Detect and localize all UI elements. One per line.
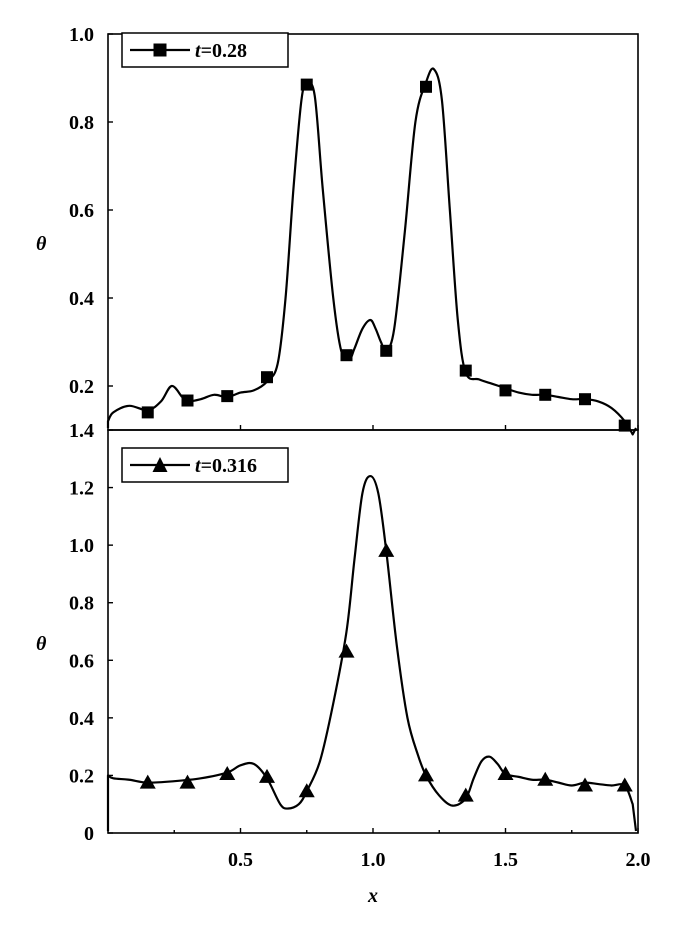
bottom-x-ticks	[173, 828, 639, 833]
top-square-marker	[579, 393, 591, 406]
top-y-tick-label: 1.0	[69, 24, 94, 46]
top-legend-value: =0.28	[201, 40, 247, 62]
top-series-line	[106, 67, 637, 436]
bottom-y-tick-label: 0.8	[69, 593, 94, 615]
bottom-x-tick-labels: 0.5 1.0 1.5 2.0	[228, 849, 651, 871]
bottom-x-tick-label: 1.5	[493, 849, 518, 871]
bottom-y-tick-labels: 1.4 1.2 1.0 0.8 0.6 0.4 0.2 0	[69, 420, 94, 845]
top-square-marker	[221, 390, 234, 403]
top-square-marker	[618, 419, 631, 432]
bottom-triangle-marker	[298, 783, 315, 798]
bottom-triangle-marker	[418, 767, 434, 782]
bottom-x-tick-label: 1.0	[361, 849, 386, 871]
bottom-y-tick-label: 0.6	[69, 650, 94, 672]
bottom-legend-value: =0.316	[201, 455, 257, 477]
bottom-legend-var: t	[195, 455, 202, 477]
top-y-tick-label: 0.4	[69, 288, 94, 310]
top-square-marker	[261, 371, 273, 384]
top-square-marker	[420, 80, 432, 93]
bottom-x-tick-label: 0.5	[228, 849, 253, 871]
bottom-legend-label: t=0.316	[195, 455, 257, 477]
bottom-triangle-marker	[616, 777, 633, 792]
bottom-triangle-marker	[259, 768, 275, 783]
bottom-y-tick-label: 0.2	[69, 765, 94, 787]
bottom-x-axis-label: x	[367, 885, 378, 907]
bottom-triangle-marker	[457, 787, 474, 802]
top-y-tick-labels: 1.0 0.8 0.6 0.4 0.2	[69, 24, 94, 398]
bottom-y-axis-label: θ	[36, 633, 47, 655]
bottom-legend: t=0.316	[121, 447, 289, 483]
bottom-y-tick-label: 0	[84, 823, 94, 845]
top-legend-square-marker	[153, 43, 167, 57]
bottom-y-tick-label: 0.4	[69, 708, 94, 730]
top-y-axis-label: θ	[36, 233, 47, 255]
top-legend-label: t=0.28	[195, 40, 247, 62]
bottom-series-markers	[139, 542, 633, 802]
top-y-ticks	[108, 33, 113, 387]
bottom-y-ticks	[108, 429, 113, 834]
top-y-tick-label: 0.2	[69, 376, 94, 398]
top-square-marker	[499, 384, 512, 397]
top-y-tick-label: 0.8	[69, 112, 94, 134]
bottom-triangle-marker	[219, 765, 236, 780]
top-panel: 1.0 0.8 0.6 0.4 0.2 θ t=0.28	[36, 24, 639, 436]
top-plot-frame	[107, 33, 639, 431]
bottom-triangle-marker	[577, 777, 593, 792]
top-square-marker	[459, 364, 472, 377]
top-series-markers	[141, 78, 631, 432]
bottom-triangle-marker	[497, 765, 514, 780]
bottom-x-tick-label: 2.0	[626, 849, 651, 871]
top-y-tick-label: 0.6	[69, 200, 94, 222]
bottom-y-tick-label: 1.4	[69, 420, 94, 442]
bottom-panel: 1.41.21.00.80.60.40.20 0.5 1.0 1.5 2.0 θ x …	[36, 420, 651, 907]
bottom-triangle-marker	[338, 643, 355, 658]
bottom-y-tick-label: 1.0	[69, 535, 94, 557]
bottom-triangle-marker	[378, 542, 395, 557]
bottom-y-tick-label: 1.2	[69, 478, 94, 500]
bottom-triangle-marker	[179, 774, 196, 789]
top-legend: t=0.28	[121, 32, 289, 68]
top-square-marker	[181, 394, 194, 407]
top-square-marker	[539, 388, 552, 401]
top-square-marker	[141, 406, 154, 419]
top-legend-var: t	[195, 40, 202, 62]
bottom-triangle-marker	[139, 774, 156, 789]
bottom-legend-triangle-marker	[152, 457, 168, 472]
bottom-triangle-marker	[537, 771, 554, 786]
top-square-marker	[300, 78, 313, 91]
bottom-plot-frame	[107, 429, 639, 834]
top-square-marker	[380, 344, 393, 357]
top-square-marker	[340, 349, 353, 362]
